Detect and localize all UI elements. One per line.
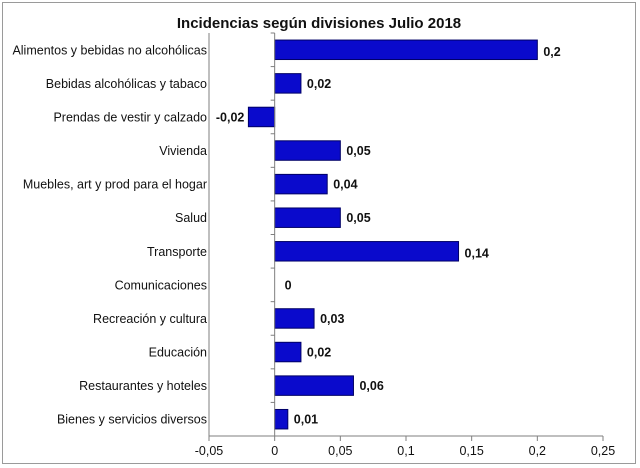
chart-frame: Incidencias según divisiones Julio 2018 … <box>2 2 636 464</box>
data-label: 0,02 <box>307 77 331 91</box>
x-tick-label: 0 <box>271 444 278 458</box>
category-label: Recreación y cultura <box>93 312 207 326</box>
bar <box>247 106 276 128</box>
bar <box>274 73 302 94</box>
bar <box>274 39 538 61</box>
data-label: 0,03 <box>320 312 344 326</box>
x-tick-label: -0,05 <box>195 444 224 458</box>
data-label: 0,02 <box>307 346 331 360</box>
data-label: 0,06 <box>359 379 383 393</box>
category-label: Salud <box>175 211 207 225</box>
chart-title: Incidencias según divisiones Julio 2018 <box>177 15 461 32</box>
category-label: Comunicaciones <box>115 278 207 292</box>
bar <box>274 308 315 329</box>
category-label: Prendas de vestir y calzado <box>53 110 207 124</box>
category-label: Muebles, art y prod para el hogar <box>23 178 207 192</box>
x-tick-label: 0,15 <box>459 444 483 458</box>
category-label: Vivienda <box>159 144 207 158</box>
data-label: 0,04 <box>333 178 357 192</box>
data-label: 0,05 <box>346 211 370 225</box>
bar <box>274 408 289 430</box>
data-label: 0,05 <box>346 144 370 158</box>
category-label: Transporte <box>147 245 207 259</box>
data-label: 0,01 <box>294 413 318 427</box>
x-tick-label: 0,05 <box>328 444 352 458</box>
bar <box>274 140 341 161</box>
bar <box>274 173 328 195</box>
bar <box>274 341 302 363</box>
category-label: Educación <box>149 346 207 360</box>
x-tick-label: 0,2 <box>529 444 546 458</box>
data-label: 0 <box>285 278 292 292</box>
data-label: -0,02 <box>216 110 245 124</box>
data-label: 0,14 <box>465 246 489 260</box>
category-label: Bienes y servicios diversos <box>57 413 207 427</box>
x-tick-label: 0,25 <box>591 444 615 458</box>
x-tick-label: 0,1 <box>397 444 414 458</box>
category-label: Restaurantes y hoteles <box>79 379 207 393</box>
data-label: 0,2 <box>543 45 560 59</box>
category-label: Bebidas alcohólicas y tabaco <box>46 77 207 91</box>
bar <box>274 375 354 396</box>
bar <box>274 241 460 262</box>
category-label: Alimentos y bebidas no alcohólicas <box>12 43 207 57</box>
bar <box>274 207 341 228</box>
bar-chart: Incidencias según divisiones Julio 2018 … <box>12 15 615 458</box>
